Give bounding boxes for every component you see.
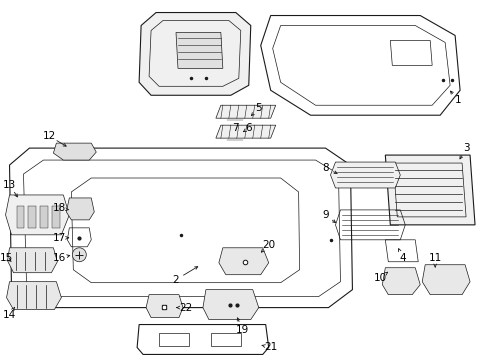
Text: 5: 5 [255, 103, 262, 113]
Text: 12: 12 [42, 131, 56, 141]
FancyBboxPatch shape [52, 206, 60, 228]
Text: 10: 10 [373, 273, 386, 283]
Polygon shape [219, 248, 268, 275]
Text: 9: 9 [322, 210, 328, 220]
Text: 22: 22 [179, 303, 192, 312]
Text: 1: 1 [454, 95, 461, 105]
Polygon shape [5, 195, 69, 235]
Text: 11: 11 [427, 253, 441, 263]
Text: 4: 4 [398, 253, 405, 263]
Polygon shape [421, 265, 469, 294]
Polygon shape [215, 105, 275, 118]
Polygon shape [7, 248, 57, 273]
Text: 19: 19 [236, 324, 249, 334]
Text: 6: 6 [245, 123, 251, 133]
Polygon shape [6, 282, 61, 310]
Circle shape [72, 248, 86, 262]
Polygon shape [215, 125, 275, 138]
Polygon shape [53, 143, 96, 160]
Text: 8: 8 [322, 163, 328, 173]
Text: 15: 15 [0, 253, 13, 263]
Text: 18: 18 [53, 203, 66, 213]
Text: 2: 2 [172, 275, 179, 285]
FancyBboxPatch shape [28, 206, 37, 228]
Polygon shape [330, 162, 400, 188]
Text: 3: 3 [462, 143, 468, 153]
Text: 17: 17 [53, 233, 66, 243]
Polygon shape [139, 13, 250, 95]
Text: 14: 14 [3, 310, 16, 320]
Polygon shape [176, 32, 223, 68]
Polygon shape [146, 294, 183, 318]
Polygon shape [385, 155, 474, 225]
Polygon shape [203, 290, 258, 320]
Polygon shape [382, 268, 419, 294]
Polygon shape [66, 198, 94, 220]
Text: 20: 20 [262, 240, 275, 250]
Text: 16: 16 [53, 253, 66, 263]
FancyBboxPatch shape [41, 206, 48, 228]
FancyBboxPatch shape [17, 206, 24, 228]
Text: 21: 21 [264, 342, 277, 352]
Text: 7: 7 [232, 123, 239, 133]
Text: 13: 13 [3, 180, 16, 190]
